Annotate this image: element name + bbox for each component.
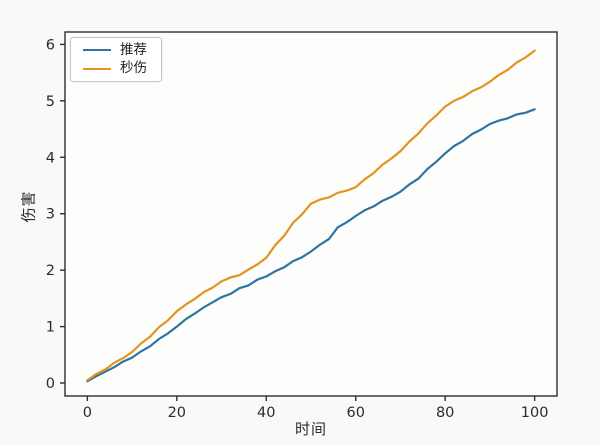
legend-item-miaoshang: 秒伤 xyxy=(71,60,161,76)
plot-area xyxy=(64,31,558,397)
series-line-miaoshang xyxy=(86,49,536,382)
legend-line-swatch-orange xyxy=(83,67,111,70)
legend-item-tuijian: 推荐 xyxy=(71,41,161,58)
x-tick-label: 100 xyxy=(521,405,549,421)
y-tick-label: 2 xyxy=(46,263,55,279)
x-tick-label: 40 xyxy=(257,405,275,421)
x-tick-label: 60 xyxy=(347,405,365,421)
legend-label: 秒伤 xyxy=(120,60,147,76)
legend: 推荐 秒伤 xyxy=(70,37,162,82)
y-tick-label: 0 xyxy=(46,376,55,392)
legend-label: 推荐 xyxy=(120,41,147,58)
x-tick-label: 80 xyxy=(436,405,454,421)
y-tick-label: 6 xyxy=(46,37,55,53)
x-tick-label: 0 xyxy=(83,405,92,421)
legend-line-swatch-blue xyxy=(83,49,111,52)
y-tick-label: 5 xyxy=(46,94,55,110)
x-axis-label: 时间 xyxy=(294,420,327,438)
series-line-tuijian xyxy=(86,108,536,383)
y-tick-label: 4 xyxy=(46,150,55,166)
y-tick-label: 3 xyxy=(46,207,55,223)
y-axis-label: 伤害 xyxy=(19,190,38,223)
x-tick-label: 20 xyxy=(168,405,186,421)
y-tick-label: 1 xyxy=(46,320,55,336)
